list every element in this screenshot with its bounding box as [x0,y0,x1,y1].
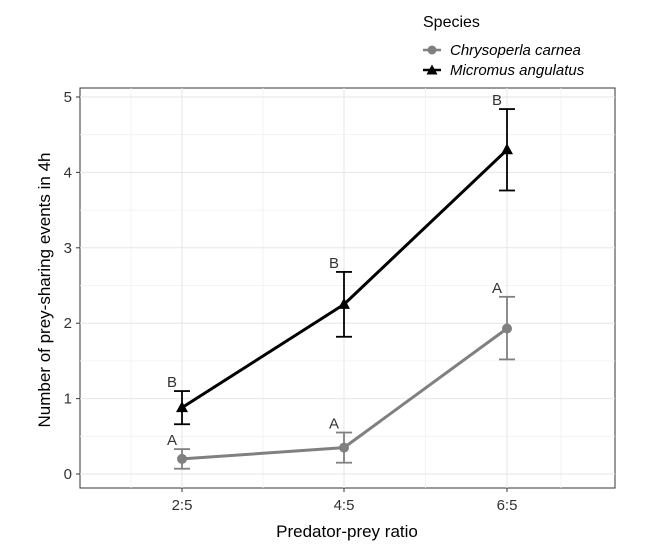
significance-label: B [492,92,502,109]
legend-key-circle-icon [427,45,437,55]
data-point-triangle [338,297,350,309]
significance-label: B [167,374,177,391]
x-axis-title: Predator-prey ratio [276,522,418,541]
plot-panel [79,87,616,489]
series-chrysoperla: A A A [167,280,515,470]
data-point-circle [339,442,349,453]
y-tick-label: 4 [64,164,72,181]
data-point-circle [177,453,187,464]
y-tick-label: 2 [64,315,72,332]
x-axis: 2:5 4:5 6:5 [172,488,518,514]
significance-label: A [329,416,339,433]
significance-label: B [329,255,339,272]
data-point-circle [502,323,512,334]
x-tick-label: 4:5 [334,497,355,514]
series-micromus: B B B [167,92,515,426]
legend-entry-chrysoperla: Chrysoperla carnea [450,42,581,59]
x-tick-label: 6:5 [497,497,518,514]
y-tick-label: 3 [64,240,72,257]
y-tick-label: 1 [64,391,72,408]
y-tick-label: 0 [64,466,72,483]
x-tick-label: 2:5 [172,497,193,514]
legend-title: Species [423,14,480,31]
data-point-triangle [501,143,513,155]
legend-key-triangle-icon [426,64,438,75]
series-layer: A A A B B B [167,92,515,470]
significance-label: A [492,280,502,297]
y-axis-title: Number of prey-sharing events in 4h [35,153,54,428]
y-axis: 0 1 2 3 4 5 [64,89,80,483]
data-point-triangle [176,401,188,413]
significance-label: A [167,432,177,449]
legend: Species Chrysoperla carnea Micromus angu… [423,14,585,79]
y-tick-label: 5 [64,89,72,106]
legend-entry-micromus: Micromus angulatus [450,62,585,79]
